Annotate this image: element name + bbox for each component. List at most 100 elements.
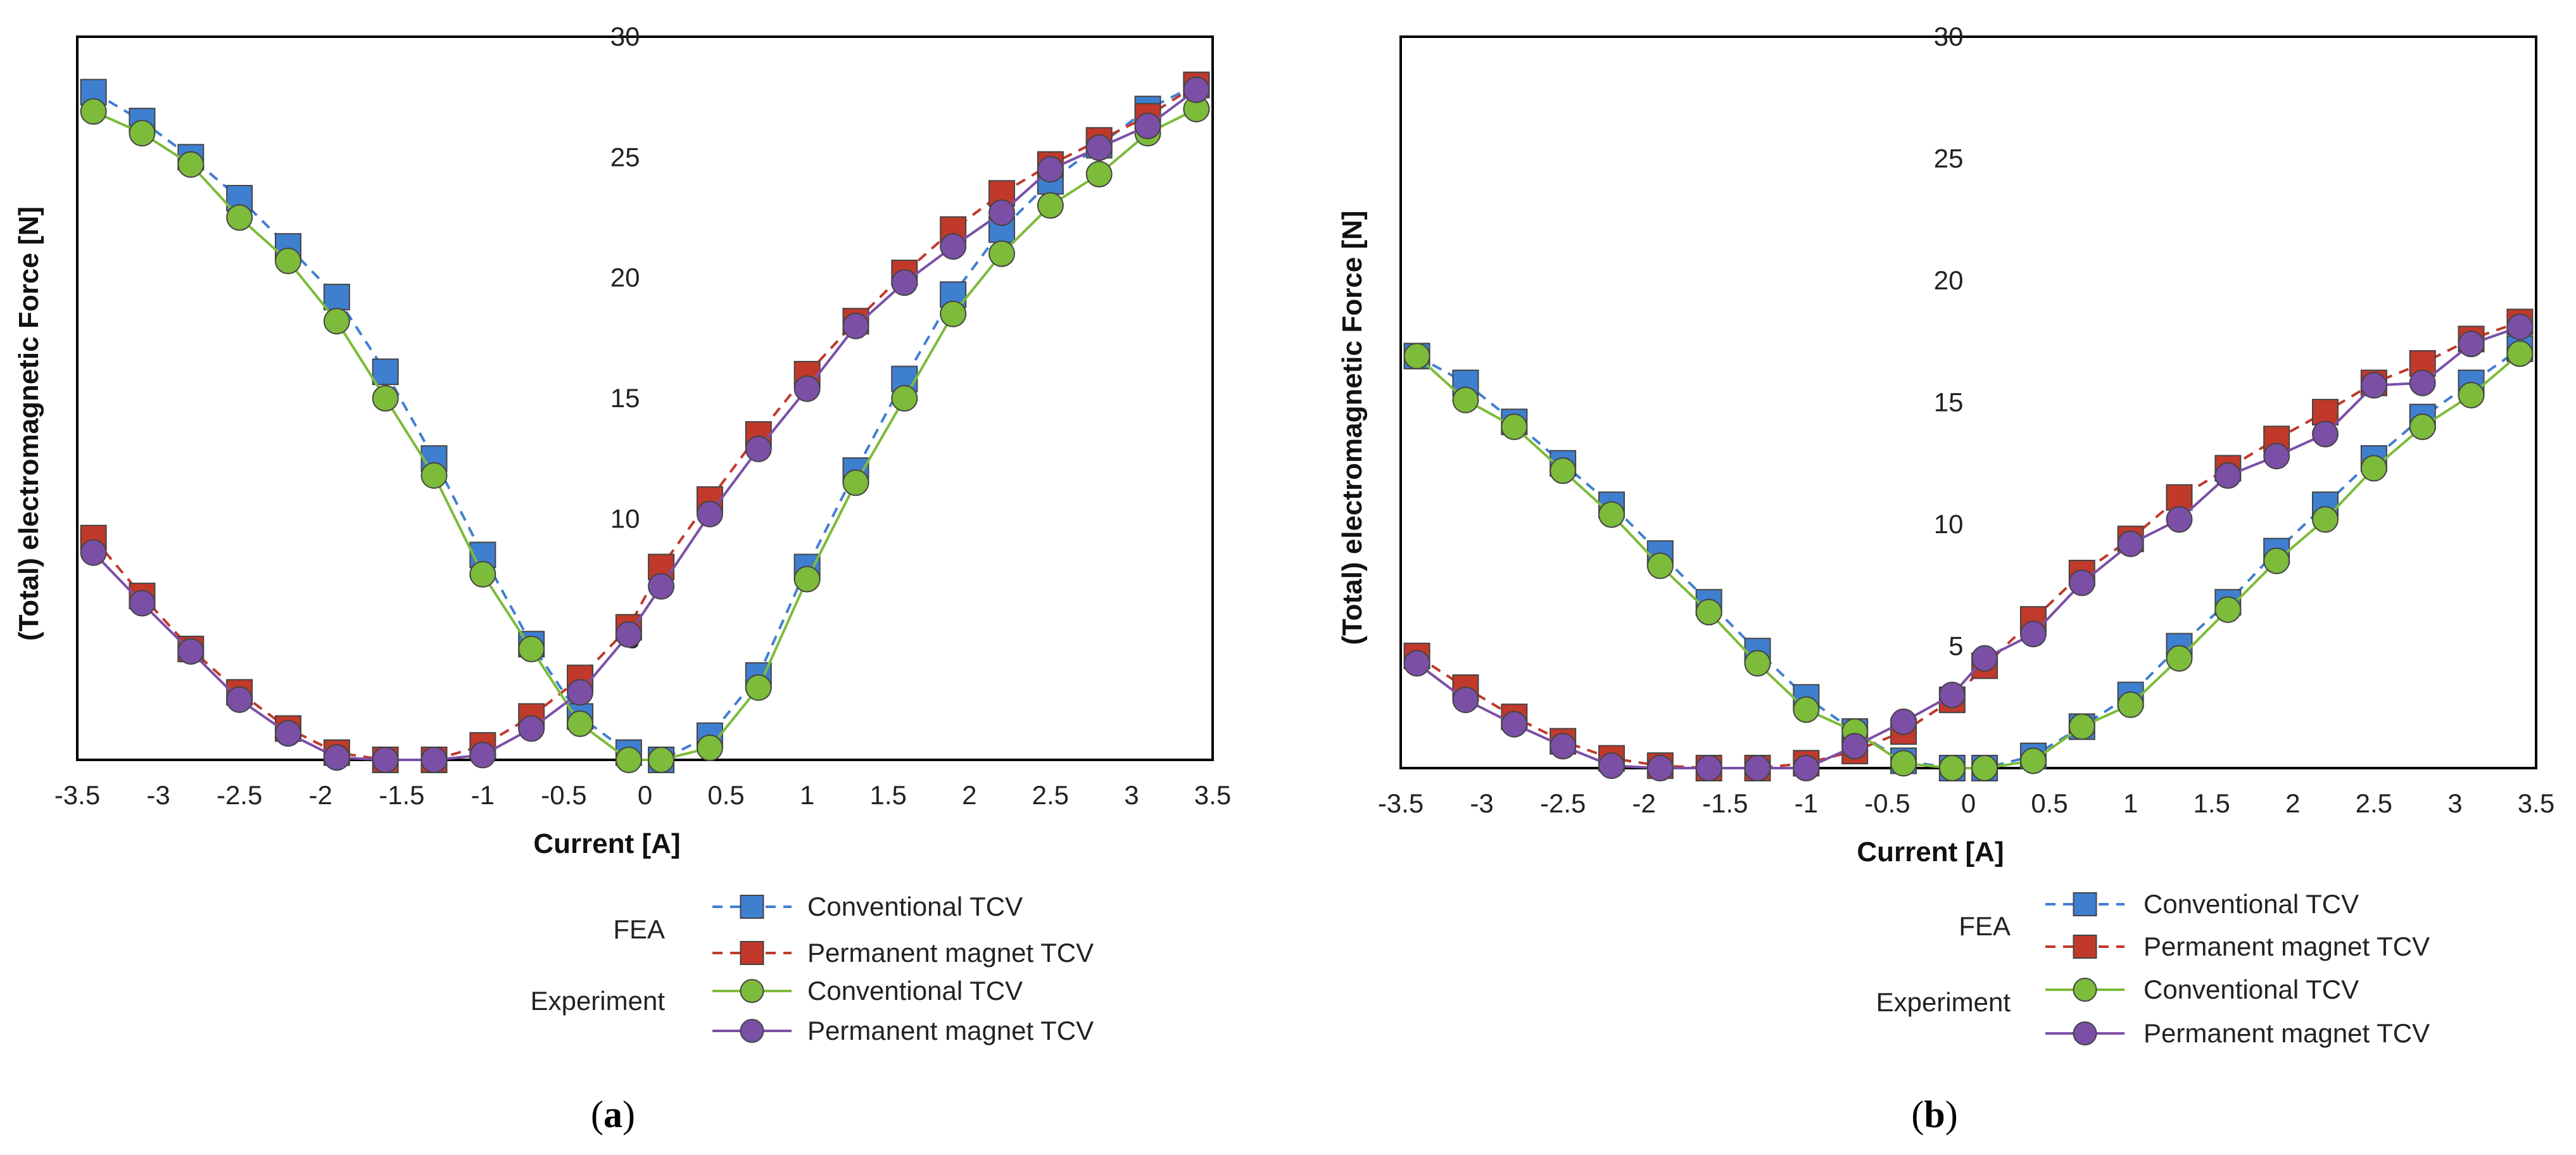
data-point <box>2166 645 2193 672</box>
data-point <box>696 500 723 527</box>
data-point <box>2166 484 2193 511</box>
data-point <box>323 284 350 311</box>
data-point <box>988 199 1016 226</box>
legend-entry-label: Permanent magnet TCV <box>2144 931 2430 961</box>
x-tick-label: 1.5 <box>870 780 907 810</box>
data-point <box>1550 457 1577 484</box>
data-point <box>1971 645 1998 672</box>
y-tick-label: 10 <box>1934 509 1964 539</box>
x-tick-label: -2.5 <box>1540 788 1586 818</box>
x-tick-label: -3 <box>1470 788 1493 818</box>
data-point <box>274 720 301 747</box>
data-point <box>1646 755 1674 781</box>
data-point <box>1598 501 1625 528</box>
x-tick-label: -2 <box>1632 788 1656 818</box>
data-point <box>2263 443 2290 470</box>
y-axis-label: (Total) electromagnetic Force [N] <box>1337 210 1368 645</box>
x-tick-label: 1 <box>2123 788 2138 818</box>
x-tick-label: -3.5 <box>1378 788 1424 818</box>
legend-marker <box>2073 978 2097 1002</box>
x-tick-label: -1 <box>1795 788 1818 818</box>
x-tick-label: 3 <box>2447 788 2462 818</box>
legend-marker <box>2073 892 2097 916</box>
data-point <box>129 590 156 617</box>
legend-marker <box>740 979 764 1003</box>
x-tick-label: -1 <box>471 780 495 810</box>
data-point <box>469 742 496 769</box>
x-tick-label: -0.5 <box>541 780 586 810</box>
legend-group-fea: FEA <box>613 914 665 944</box>
data-point <box>2214 596 2242 623</box>
data-point <box>891 269 918 296</box>
data-point <box>323 308 350 335</box>
data-point <box>1841 733 1869 760</box>
data-point <box>891 385 918 412</box>
x-tick-label: 2 <box>962 780 976 810</box>
data-point <box>1501 710 1528 738</box>
data-point <box>2263 547 2290 574</box>
data-point <box>2117 530 2144 557</box>
data-point <box>372 747 399 773</box>
data-point <box>2019 621 2047 648</box>
series-experiment-permanent-magnet-tcv <box>1403 313 2534 781</box>
y-tick-label: 15 <box>1934 388 1964 417</box>
data-point <box>2312 506 2339 533</box>
x-axis-label: Current [A] <box>533 828 680 859</box>
data-point <box>1793 696 1820 723</box>
legend-entry-label: Conventional TCV <box>2144 975 2359 1004</box>
legend-marker <box>2073 1021 2097 1045</box>
data-point <box>1403 343 1430 370</box>
legend-marker <box>740 941 764 965</box>
panel-label: (a) <box>591 1094 635 1135</box>
data-point <box>648 572 675 600</box>
data-point <box>2506 340 2534 367</box>
chart-panel-a: -3.5-3-2.5-2-1.5-1-0.500.511.522.533.505… <box>13 22 1231 1135</box>
data-point <box>80 98 107 125</box>
x-tick-label: 0.5 <box>2031 788 2068 818</box>
series-line <box>1416 352 2521 769</box>
data-point <box>940 233 967 260</box>
legend-group-experiment: Experiment <box>531 986 666 1016</box>
legend-group-fea: FEA <box>1959 911 2011 941</box>
data-point <box>274 248 301 275</box>
data-point <box>745 674 772 701</box>
legend-marker <box>740 895 764 919</box>
data-point <box>988 240 1016 267</box>
data-point <box>2409 413 2436 440</box>
chart-panel-b: -3.5-3-2.5-2-1.5-1-0.500.511.522.533.505… <box>1337 22 2554 1135</box>
data-point <box>372 358 399 386</box>
data-point <box>177 151 205 178</box>
data-point <box>518 715 545 742</box>
data-point <box>1183 76 1210 103</box>
x-tick-label: -3.5 <box>54 780 100 810</box>
data-point <box>1971 755 1998 781</box>
series-experiment-permanent-magnet-tcv <box>80 76 1210 773</box>
data-point <box>842 312 869 339</box>
data-point <box>1550 733 1577 760</box>
x-tick-label: -1.5 <box>379 780 424 810</box>
panel-label: (b) <box>1911 1094 1957 1135</box>
data-point <box>1646 552 1674 579</box>
data-point <box>1085 160 1113 187</box>
x-tick-label: 0 <box>638 780 652 810</box>
data-point <box>226 204 253 231</box>
plot-area-frame <box>1399 35 2537 769</box>
data-point <box>1403 650 1430 677</box>
data-point <box>2409 369 2436 396</box>
series-line <box>92 108 1197 761</box>
x-tick-label: 2.5 <box>1032 780 1069 810</box>
legend-entry-label: Conventional TCV <box>807 976 1023 1006</box>
y-tick-label: 5 <box>1948 631 1963 661</box>
x-tick-label: 3 <box>1124 780 1139 810</box>
data-point <box>2458 331 2485 358</box>
data-point <box>2068 713 2095 740</box>
series-line <box>1416 348 2521 769</box>
data-point <box>567 679 594 706</box>
x-tick-label: 1 <box>800 780 814 810</box>
data-point <box>226 686 253 713</box>
x-tick-label: -2.5 <box>217 780 262 810</box>
x-tick-label: -3 <box>146 780 170 810</box>
data-point <box>648 747 675 773</box>
data-point <box>2117 691 2144 718</box>
y-tick-label: 20 <box>1934 265 1964 295</box>
